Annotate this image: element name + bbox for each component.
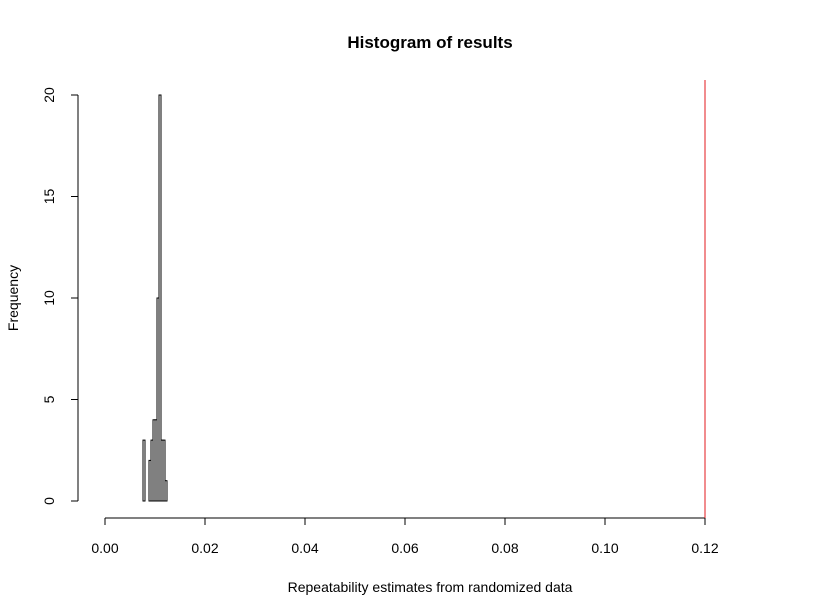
histogram-bar [162,439,166,502]
histogram-bar [142,439,146,502]
x-tick-label: 0.12 [691,540,718,556]
y-tick-label: 15 [41,189,57,205]
y-tick-label: 5 [41,395,57,403]
y-tick-label: 0 [41,497,57,505]
x-tick-label: 0.06 [391,540,418,556]
x-tick-label: 0.08 [491,540,518,556]
y-axis: 0 5 10 15 20 [41,87,79,505]
histogram-bar [158,94,162,502]
histogram-bars [142,94,168,502]
x-tick-label: 0.02 [191,540,218,556]
x-tick-label: 0.04 [291,540,318,556]
x-axis-label: Repeatability estimates from randomized … [288,579,573,595]
x-tick-label: 0.00 [91,540,118,556]
y-tick-label: 10 [41,290,57,306]
histogram-bar [164,480,168,502]
x-tick-label: 0.10 [591,540,618,556]
x-axis: 0.00 0.02 0.04 0.06 0.08 0.10 0.12 [91,517,719,556]
y-axis-label: Frequency [5,265,21,331]
y-tick-label: 20 [41,87,57,103]
chart-title: Histogram of results [347,33,512,52]
